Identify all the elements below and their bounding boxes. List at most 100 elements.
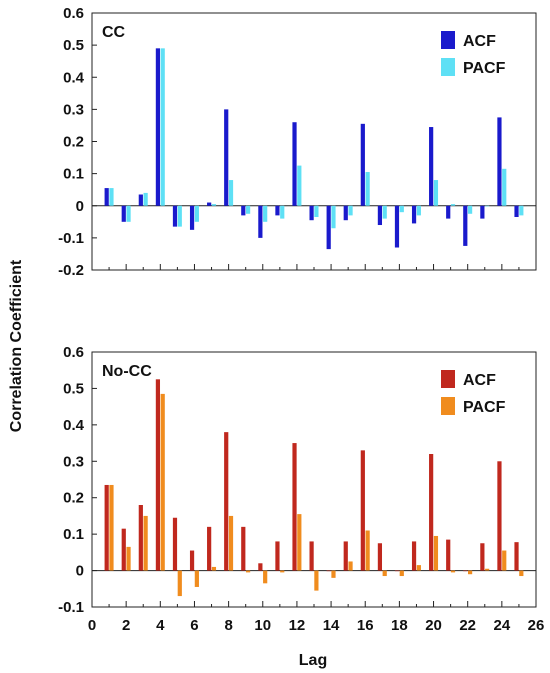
bar-pacf-lag-23 — [485, 568, 490, 571]
bar-pacf-lag-10 — [263, 570, 268, 584]
x-tick-label: 16 — [357, 617, 374, 634]
bar-acf-lag-12 — [292, 122, 297, 206]
y-tick-label: 0 — [76, 563, 84, 580]
y-tick-label: 0 — [76, 198, 84, 215]
x-tick-label: 26 — [528, 617, 545, 634]
bar-pacf-lag-4 — [160, 48, 165, 206]
bar-pacf-lag-21 — [450, 570, 456, 573]
bar-pacf-lag-10 — [263, 205, 268, 222]
bar-pacf-lag-7 — [211, 204, 217, 206]
bar-pacf-lag-6 — [194, 205, 199, 222]
x-tick-label: 22 — [459, 617, 476, 634]
bar-acf-lag-22 — [463, 570, 468, 572]
y-tick-label: 0.6 — [63, 5, 84, 22]
bar-acf-lag-3 — [138, 194, 143, 206]
panel-title: No-CC — [102, 363, 152, 380]
y-axis-label: Correlation Coefficient — [8, 259, 25, 432]
bar-acf-lag-7 — [207, 202, 212, 206]
bar-acf-lag-1 — [104, 188, 109, 206]
bar-pacf-lag-25 — [519, 570, 524, 577]
bar-pacf-lag-11 — [280, 570, 285, 573]
bar-pacf-lag-3 — [143, 192, 148, 206]
bar-acf-lag-15 — [343, 541, 348, 571]
bar-acf-lag-9 — [241, 526, 246, 571]
bar-pacf-lag-2 — [126, 205, 131, 222]
bar-pacf-lag-19 — [416, 205, 421, 216]
y-tick-label: 0.1 — [63, 526, 84, 543]
bar-acf-lag-5 — [172, 205, 178, 227]
bar-acf-lag-7 — [207, 526, 212, 571]
y-tick-label: 0.5 — [63, 37, 84, 54]
x-tick-label: 18 — [391, 617, 408, 634]
bar-pacf-lag-17 — [382, 205, 387, 219]
bar-pacf-lag-14 — [331, 570, 336, 578]
bar-acf-lag-24 — [497, 461, 502, 571]
bar-pacf-lag-15 — [348, 561, 353, 571]
bar-acf-lag-6 — [189, 550, 195, 571]
bar-pacf-lag-9 — [245, 205, 251, 214]
legend-swatch — [441, 31, 455, 49]
bar-acf-lag-16 — [360, 450, 365, 571]
bar-acf-lag-24 — [497, 117, 502, 206]
bar-pacf-lag-6 — [194, 570, 199, 587]
panel-no-cc: -0.100.10.20.30.40.50.60 2 4 6 8 10 12 14 16 18 20… — [58, 344, 544, 634]
bar-acf-lag-10 — [258, 563, 263, 571]
bar-acf-lag-8 — [224, 432, 229, 571]
bar-pacf-lag-12 — [297, 514, 302, 571]
bar-pacf-lag-12 — [297, 165, 302, 206]
bar-acf-lag-14 — [326, 205, 331, 250]
x-tick-label: 0 — [88, 617, 96, 634]
legend-label: ACF — [463, 372, 496, 389]
bar-acf-lag-13 — [309, 205, 314, 221]
x-tick-label: 24 — [494, 617, 511, 634]
x-tick-label: 6 — [190, 617, 198, 634]
bar-pacf-lag-2 — [126, 546, 131, 571]
bar-acf-lag-20 — [429, 127, 434, 206]
bar-pacf-lag-13 — [314, 570, 319, 591]
bar-pacf-lag-14 — [331, 205, 336, 229]
x-tick-label: 2 — [122, 617, 130, 634]
bar-pacf-lag-13 — [314, 205, 319, 217]
bar-pacf-lag-15 — [348, 205, 353, 216]
bar-pacf-lag-11 — [280, 205, 285, 219]
bar-pacf-lag-20 — [433, 180, 439, 206]
bar-pacf-lag-8 — [228, 515, 234, 571]
bar-pacf-lag-16 — [365, 530, 370, 571]
bar-acf-lag-20 — [429, 454, 434, 571]
bar-acf-lag-25 — [514, 205, 519, 217]
x-tick-label: 20 — [425, 617, 442, 634]
x-tick-label: 8 — [224, 617, 232, 634]
y-tick-label: 0.2 — [63, 490, 84, 507]
bar-acf-lag-15 — [343, 205, 348, 221]
bar-acf-lag-21 — [446, 205, 451, 219]
bar-pacf-lag-17 — [382, 570, 387, 577]
bar-acf-lag-11 — [275, 205, 280, 216]
bar-pacf-lag-9 — [245, 570, 251, 573]
bar-acf-lag-2 — [121, 205, 126, 222]
bar-acf-lag-6 — [189, 205, 195, 230]
y-tick-label: 0.2 — [63, 134, 84, 151]
legend-swatch — [441, 397, 455, 415]
bar-acf-lag-18 — [394, 570, 400, 572]
bar-acf-lag-17 — [377, 205, 383, 226]
bar-pacf-lag-19 — [416, 565, 421, 571]
bar-acf-lag-13 — [309, 541, 314, 571]
bar-pacf-lag-24 — [502, 168, 507, 206]
y-tick-label: -0.2 — [58, 262, 84, 279]
y-tick-label: 0.4 — [63, 69, 85, 86]
bar-acf-lag-25 — [514, 542, 519, 571]
y-tick-label: -0.1 — [58, 599, 84, 616]
bar-acf-lag-18 — [394, 205, 400, 248]
y-tick-label: 0.1 — [63, 166, 84, 183]
x-tick-label: 14 — [323, 617, 340, 634]
bar-pacf-lag-1 — [109, 484, 114, 571]
x-tick-label: 10 — [254, 617, 271, 634]
bar-pacf-lag-18 — [399, 570, 404, 577]
bar-acf-lag-12 — [292, 443, 297, 571]
bar-acf-lag-10 — [258, 205, 263, 238]
bar-acf-lag-5 — [172, 517, 178, 571]
bar-pacf-lag-21 — [450, 204, 456, 206]
bar-acf-lag-4 — [155, 48, 161, 206]
x-axis-label: Lag — [299, 652, 327, 669]
